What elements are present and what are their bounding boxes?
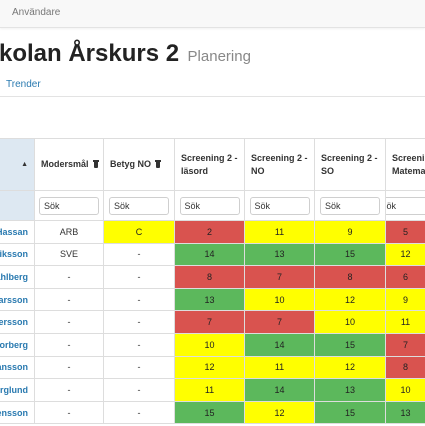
betyg-no-cell: - <box>104 356 175 380</box>
betyg-no-cell: - <box>104 311 175 334</box>
student-name-link[interactable]: ansson <box>0 356 35 380</box>
betyg-no-cell: - <box>104 243 175 267</box>
score-cell: 11 <box>175 379 245 402</box>
betyg-no-cell: - <box>104 379 175 402</box>
modersmal-cell: - <box>35 266 104 289</box>
student-name-link[interactable]: ensson <box>0 401 35 425</box>
score-cell: 12 <box>386 243 425 267</box>
score-cell: 15 <box>175 401 245 425</box>
column-header-screening-no[interactable]: Screening 2 - NO <box>245 139 315 191</box>
score-cell: 7 <box>245 311 315 334</box>
student-name-link[interactable]: Persson <box>0 311 35 334</box>
trash-icon[interactable] <box>155 160 162 169</box>
filter-cell <box>175 191 245 221</box>
filter-cell <box>104 191 175 221</box>
filter-cell <box>315 191 386 221</box>
score-cell: 15 <box>315 243 386 267</box>
filter-cell <box>386 191 425 221</box>
score-cell: 12 <box>315 356 386 380</box>
filter-input-betyg-no[interactable] <box>109 196 169 215</box>
filter-cell <box>35 191 104 221</box>
score-cell: 7 <box>386 333 425 357</box>
score-cell: 10 <box>175 333 245 357</box>
score-cell: 13 <box>315 379 386 402</box>
student-name-link[interactable]: ahlberg <box>0 266 35 289</box>
student-name-link[interactable]: arsson <box>0 288 35 312</box>
trash-icon[interactable] <box>92 160 99 169</box>
score-cell: 13 <box>245 243 315 267</box>
student-name-link[interactable]: Norberg <box>0 333 35 357</box>
score-cell: 14 <box>245 333 315 357</box>
score-cell: 9 <box>315 221 386 244</box>
score-cell: 2 <box>175 221 245 244</box>
student-name-link[interactable]: riksson <box>0 243 35 267</box>
filter-cell <box>245 191 315 221</box>
filter-input-screening-lasord[interactable] <box>179 196 240 215</box>
score-cell: 14 <box>175 243 245 267</box>
column-header-screening-matematik[interactable]: Screeni Matemat <box>386 139 425 191</box>
score-cell: 8 <box>315 266 386 289</box>
score-cell: 10 <box>245 288 315 312</box>
score-cell: 11 <box>245 356 315 380</box>
filter-input-screening-matematik[interactable] <box>386 196 425 215</box>
betyg-no-cell: - <box>104 333 175 357</box>
page-title-text: kolan Årskurs 2 <box>0 40 180 67</box>
score-cell: 13 <box>386 401 425 425</box>
modersmal-cell: - <box>35 401 104 425</box>
modersmal-cell: - <box>35 333 104 357</box>
tab-trender[interactable]: Trender <box>6 79 41 90</box>
score-cell: 7 <box>245 266 315 289</box>
filter-input-screening-so[interactable] <box>320 196 380 215</box>
top-navbar: Användare <box>0 0 425 28</box>
student-table: ▲ Modersmål Betyg NO Screening 2 - läsor… <box>0 138 425 425</box>
score-cell: 8 <box>175 266 245 289</box>
modersmal-cell: SVE <box>35 243 104 267</box>
column-header-label: Betyg NO <box>110 159 152 170</box>
student-name-link[interactable]: erglund <box>0 379 35 402</box>
student-name-link[interactable]: Hassan <box>0 221 35 244</box>
modersmal-cell: - <box>35 288 104 312</box>
filter-cell-name <box>0 191 35 221</box>
score-cell: 15 <box>315 401 386 425</box>
score-cell: 12 <box>245 401 315 425</box>
page-title: kolan Årskurs 2 Planering <box>0 40 251 68</box>
score-cell: 9 <box>386 288 425 312</box>
column-header-screening-lasord[interactable]: Screening 2 - läsord <box>175 139 245 191</box>
score-cell: 11 <box>245 221 315 244</box>
divider <box>0 96 425 97</box>
column-header-screening-so[interactable]: Screening 2 - SO <box>315 139 386 191</box>
betyg-no-cell: C <box>104 221 175 244</box>
modersmal-cell: - <box>35 356 104 380</box>
score-cell: 12 <box>315 288 386 312</box>
score-cell: 6 <box>386 266 425 289</box>
column-header-betyg-no[interactable]: Betyg NO <box>104 139 175 191</box>
score-cell: 8 <box>386 356 425 380</box>
betyg-no-cell: - <box>104 288 175 312</box>
modersmal-cell: - <box>35 311 104 334</box>
betyg-no-cell: - <box>104 266 175 289</box>
column-header-modersmal[interactable]: Modersmål <box>35 139 104 191</box>
modersmal-cell: - <box>35 379 104 402</box>
score-cell: 7 <box>175 311 245 334</box>
sort-arrow-icon[interactable]: ▲ <box>21 160 28 168</box>
page-subtitle: Planering <box>187 48 251 65</box>
score-cell: 12 <box>175 356 245 380</box>
betyg-no-cell: - <box>104 401 175 425</box>
score-cell: 15 <box>315 333 386 357</box>
column-header-name[interactable]: ▲ <box>0 139 35 191</box>
score-cell: 14 <box>245 379 315 402</box>
filter-input-modersmal[interactable] <box>39 196 99 215</box>
filter-input-screening-no[interactable] <box>249 196 310 215</box>
modersmal-cell: ARB <box>35 221 104 244</box>
score-cell: 10 <box>386 379 425 402</box>
score-cell: 11 <box>386 311 425 334</box>
score-cell: 5 <box>386 221 425 244</box>
user-menu[interactable]: Användare <box>12 7 61 18</box>
score-cell: 10 <box>315 311 386 334</box>
score-cell: 13 <box>175 288 245 312</box>
column-header-label: Modersmål <box>41 159 89 170</box>
